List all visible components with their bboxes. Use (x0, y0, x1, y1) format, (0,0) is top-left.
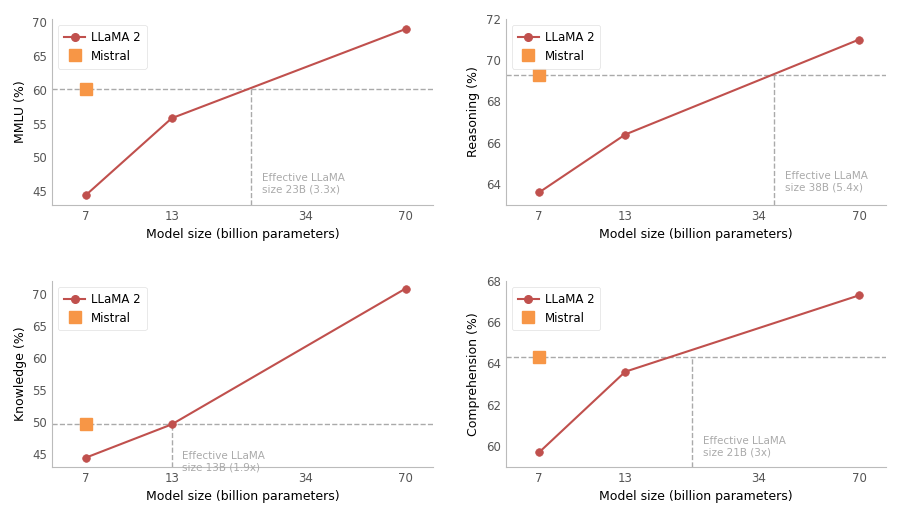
Y-axis label: Knowledge (%): Knowledge (%) (14, 326, 27, 421)
Text: Effective LLaMA
size 21B (3x): Effective LLaMA size 21B (3x) (703, 436, 786, 458)
Legend: LLaMA 2, Mistral: LLaMA 2, Mistral (58, 25, 147, 68)
Y-axis label: Reasoning (%): Reasoning (%) (467, 66, 481, 157)
Legend: LLaMA 2, Mistral: LLaMA 2, Mistral (511, 287, 600, 330)
Legend: LLaMA 2, Mistral: LLaMA 2, Mistral (511, 25, 600, 68)
X-axis label: Model size (billion parameters): Model size (billion parameters) (146, 228, 339, 241)
X-axis label: Model size (billion parameters): Model size (billion parameters) (146, 490, 339, 503)
Text: Effective LLaMA
size 13B (1.9x): Effective LLaMA size 13B (1.9x) (183, 451, 266, 473)
Text: Effective LLaMA
size 23B (3.3x): Effective LLaMA size 23B (3.3x) (262, 173, 345, 195)
Text: Effective LLaMA
size 38B (5.4x): Effective LLaMA size 38B (5.4x) (785, 171, 868, 192)
Y-axis label: MMLU (%): MMLU (%) (14, 81, 27, 143)
Legend: LLaMA 2, Mistral: LLaMA 2, Mistral (58, 287, 147, 330)
X-axis label: Model size (billion parameters): Model size (billion parameters) (599, 490, 793, 503)
X-axis label: Model size (billion parameters): Model size (billion parameters) (599, 228, 793, 241)
Y-axis label: Comprehension (%): Comprehension (%) (467, 312, 481, 436)
